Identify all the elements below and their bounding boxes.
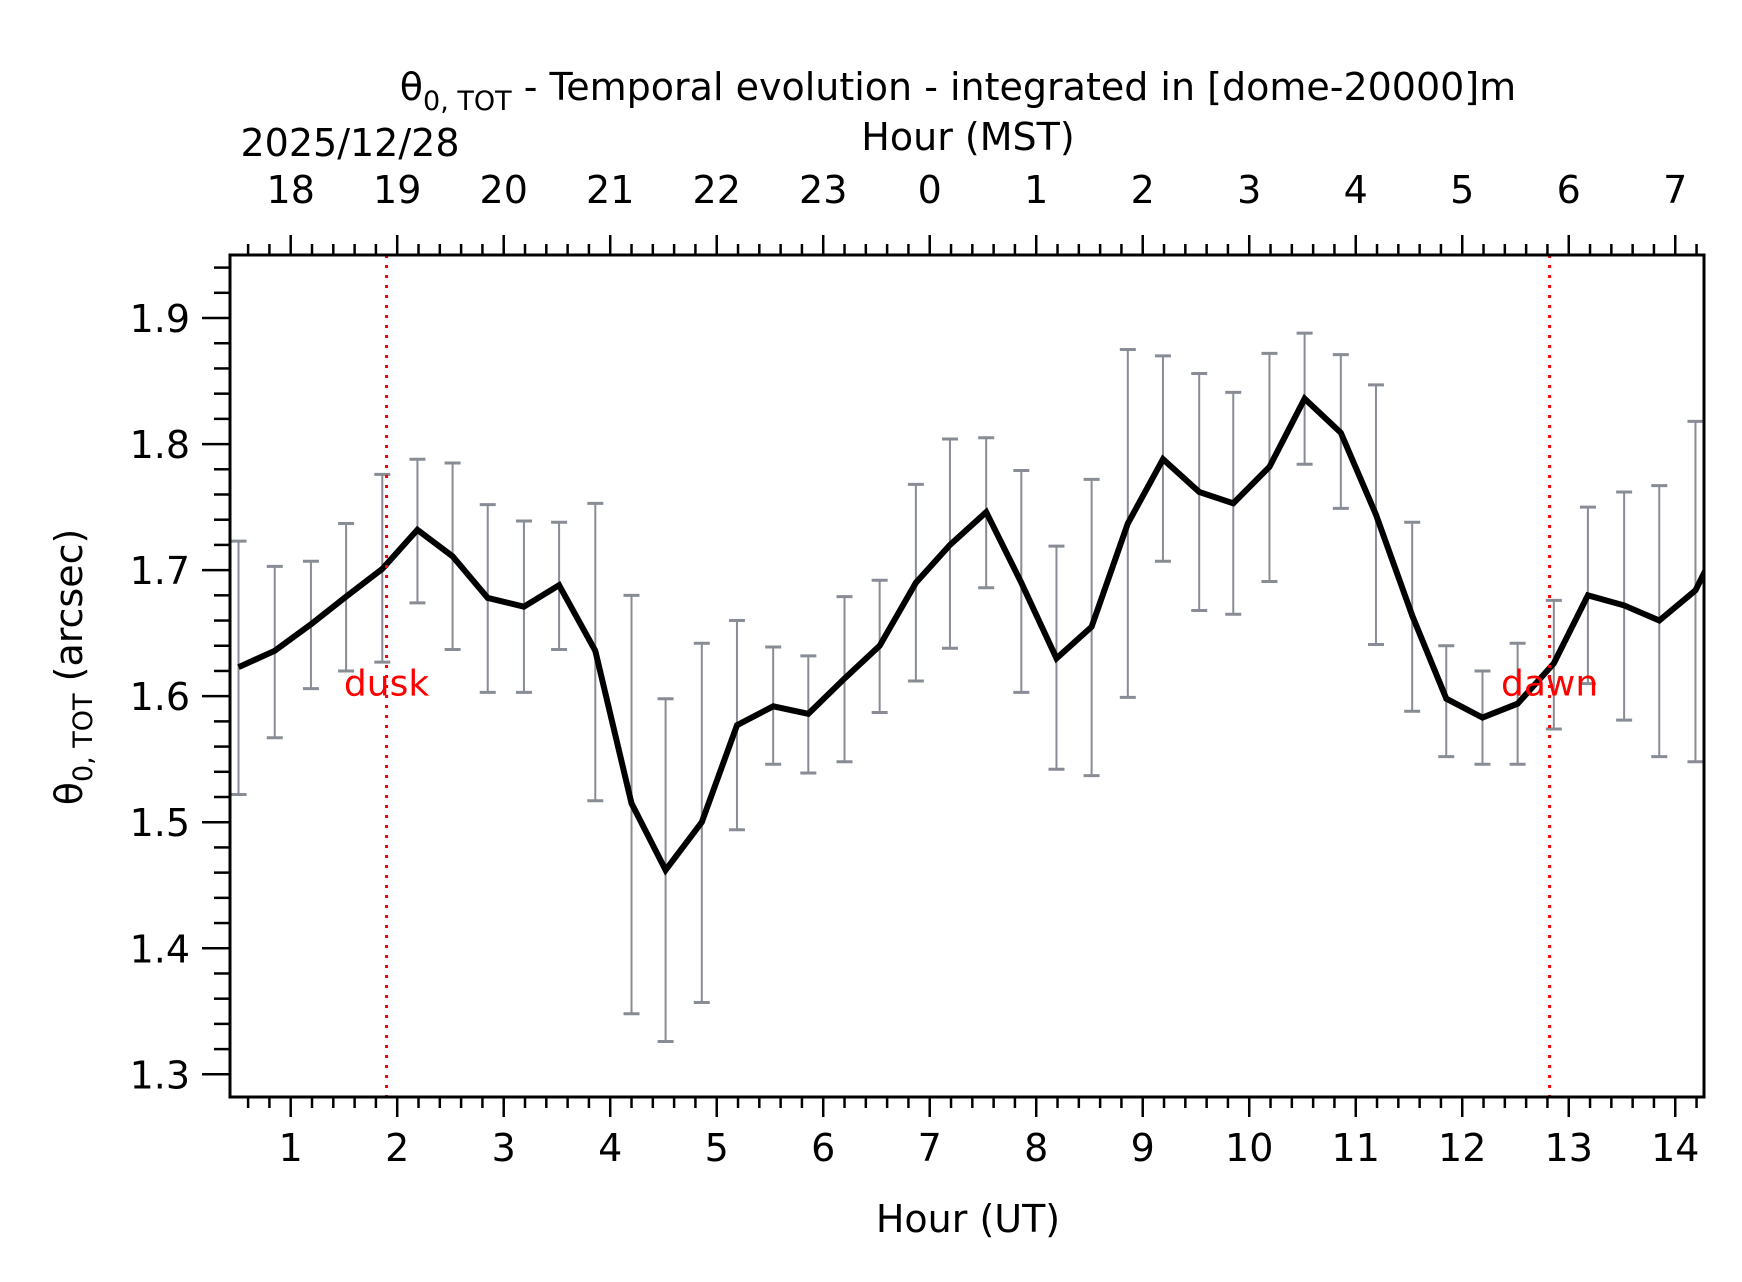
x-tick-label: 1 [279,1126,303,1170]
axis-ticks [202,235,1698,1117]
date-label: 2025/12/28 [240,121,459,165]
y-tick-label: 1.7 [130,549,190,593]
x-top-tick-label: 18 [267,168,315,212]
y-tick-label: 1.4 [130,927,190,971]
x-tick-label: 5 [705,1126,729,1170]
x-top-tick-label: 6 [1557,168,1581,212]
y-axis-label: θ0, TOT (arcsec) [47,529,99,806]
x-top-tick-label: 22 [693,168,741,212]
x-top-tick-label: 7 [1663,168,1687,212]
top-axis-label: Hour (MST) [861,115,1074,159]
x-tick-label: 14 [1651,1126,1699,1170]
x-tick-label: 13 [1545,1126,1593,1170]
x-tick-label: 9 [1131,1126,1155,1170]
x-tick-label: 12 [1438,1126,1486,1170]
x-top-tick-label: 2 [1131,168,1155,212]
x-tick-label: 6 [811,1126,835,1170]
ylabel-symbol: θ [47,782,91,805]
x-top-tick-label: 3 [1237,168,1261,212]
title-rest: - Temporal evolution - integrated in [do… [512,65,1517,109]
annotations: dusk dawn [344,255,1598,1097]
x-tick-label: 3 [492,1126,516,1170]
series-line [237,393,1704,876]
series-group [237,393,1704,876]
y-tick-label: 1.6 [130,675,190,719]
x-top-tick-label: 23 [799,168,847,212]
x-tick-label: 7 [918,1126,942,1170]
x-tick-label: 10 [1225,1126,1273,1170]
x-top-tick-label: 5 [1450,168,1474,212]
x-top-tick-label: 20 [480,168,528,212]
x-top-tick-label: 19 [373,168,421,212]
error-bars [230,331,1704,1044]
x-axis-label: Hour (UT) [876,1197,1060,1241]
chart-title: θ0, TOT - Temporal evolution - integrate… [400,65,1516,117]
x-tick-label: 8 [1024,1126,1048,1170]
annotation-label-dawn: dawn [1501,664,1598,705]
title-symbol: θ [400,65,423,109]
x-tick-label: 11 [1332,1126,1380,1170]
x-tick-label: 4 [598,1126,622,1170]
title-subscript: 0, TOT [423,86,512,117]
x-top-tick-label: 0 [918,168,942,212]
ylabel-rest: (arcsec) [47,529,91,694]
x-tick-label: 2 [385,1126,409,1170]
x-top-tick-label: 4 [1344,168,1368,212]
x-top-tick-label: 1 [1024,168,1048,212]
y-tick-label: 1.3 [130,1053,190,1097]
ylabel-subscript: 0, TOT [68,693,99,782]
x-top-tick-label: 21 [586,168,634,212]
y-tick-label: 1.9 [130,297,190,341]
y-tick-label: 1.8 [130,423,190,467]
plot-frame [228,253,1706,1099]
y-tick-label: 1.5 [130,801,190,845]
annotation-label-dusk: dusk [344,664,429,705]
